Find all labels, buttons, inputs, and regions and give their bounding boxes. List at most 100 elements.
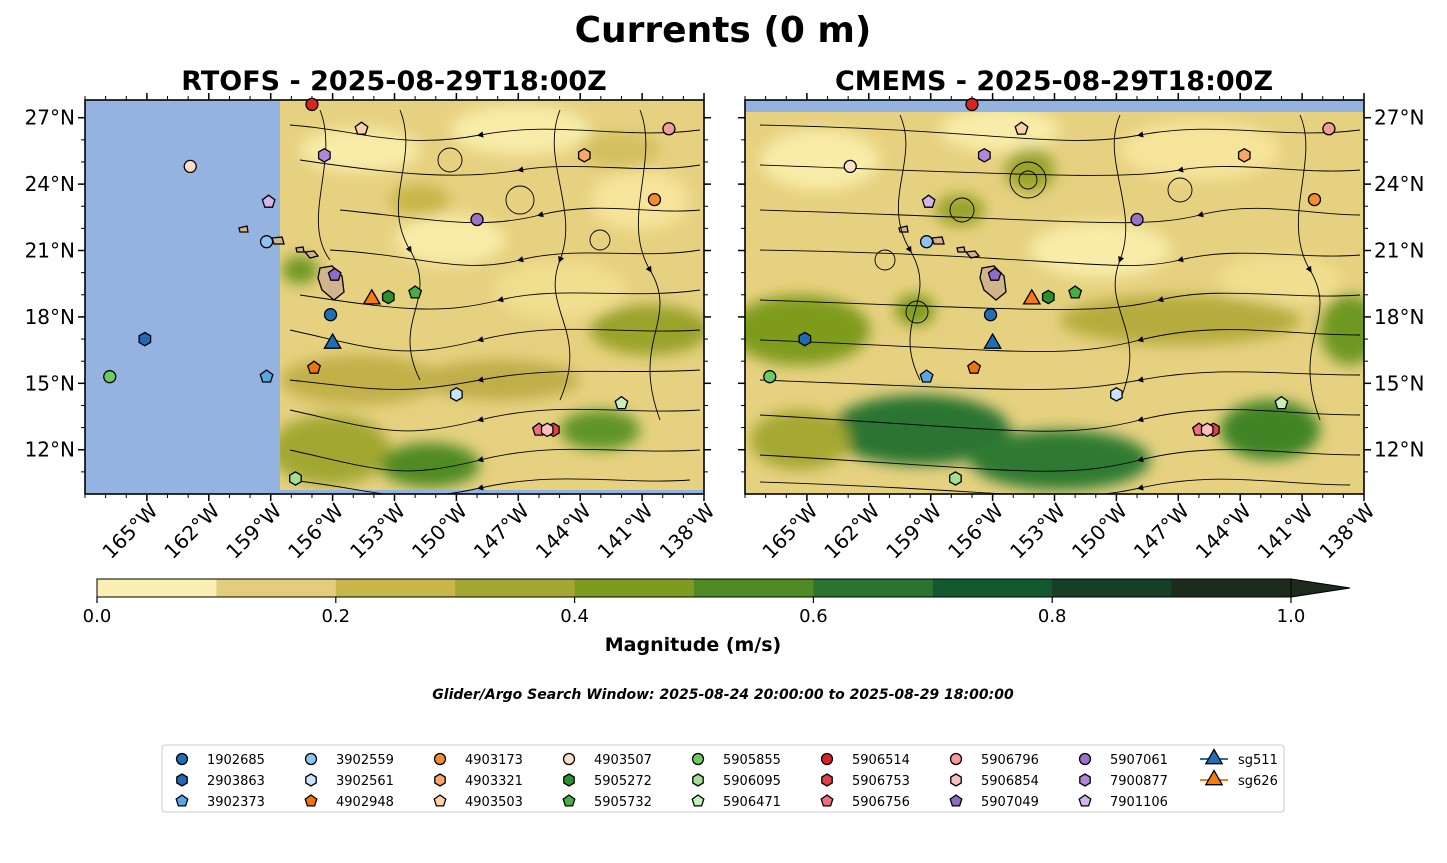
cmems-streamlines xyxy=(759,114,1361,494)
platform-marker-2903863 xyxy=(138,331,152,347)
colorbar-segment xyxy=(216,579,337,597)
legend-label-4903173: 4903173 xyxy=(465,753,523,768)
legend-marker-5905272 xyxy=(563,773,575,787)
platform-marker-4903321 xyxy=(1237,147,1251,163)
legend-marker-4902948 xyxy=(304,794,318,807)
platform-marker-5905272 xyxy=(381,289,395,305)
colorbar-frame xyxy=(96,578,1292,598)
colorbar-segment xyxy=(813,579,934,597)
x-tick-label: 147°W xyxy=(1129,498,1194,563)
legend-label-5906471: 5906471 xyxy=(723,795,781,810)
platform-marker-1902685 xyxy=(983,308,998,322)
colorbar-segment xyxy=(97,579,217,597)
platform-marker-4903321 xyxy=(577,147,591,163)
legend-marker-7901106 xyxy=(1078,794,1092,807)
platform-marker-5906471 xyxy=(1274,395,1289,410)
platform-marker-4903503 xyxy=(354,121,369,135)
legend-marker-3902559 xyxy=(304,752,318,766)
legend-label-5905272: 5905272 xyxy=(594,774,652,789)
legend-marker-1902685 xyxy=(175,752,189,766)
legend-label-1902685: 1902685 xyxy=(207,753,265,768)
platform-marker-5906514 xyxy=(305,97,319,112)
y-tick-label: 15°N xyxy=(1374,371,1424,395)
legend-label-5906095: 5906095 xyxy=(723,774,781,789)
colorbar-segment xyxy=(1052,579,1173,597)
colorbar-segment xyxy=(932,579,1053,597)
colorbar-segment xyxy=(694,579,814,597)
platform-marker-3902561 xyxy=(450,387,463,402)
platform-marker-5905272 xyxy=(1041,289,1055,305)
y-tick-label: 15°N xyxy=(25,371,75,395)
platform-marker-7901106 xyxy=(261,194,276,208)
y-tick-label: 27°N xyxy=(1374,106,1424,130)
platform-marker-3902559 xyxy=(919,235,934,249)
legend-marker-5906514 xyxy=(820,752,834,766)
x-tick-label: 162°W xyxy=(159,498,224,563)
platform-marker-5907061 xyxy=(1130,212,1144,227)
legend-label-5906514: 5906514 xyxy=(852,753,910,768)
colorbar-segment xyxy=(1171,579,1292,597)
platform-marker-sg626 xyxy=(362,288,382,305)
colorbar-tick-label: 1.0 xyxy=(1277,606,1306,627)
platform-marker-5906095 xyxy=(289,471,302,486)
search-window-text: Glider/Argo Search Window: 2025-08-24 20… xyxy=(432,687,1014,703)
panel-title-cmems: CMEMS - 2025-08-29T18:00Z xyxy=(835,66,1273,97)
x-tick-label: 144°W xyxy=(531,498,596,563)
colorbar-extend-arrow xyxy=(1290,578,1351,598)
legend-marker-4903321 xyxy=(434,773,446,787)
platform-marker-4902948 xyxy=(307,360,322,374)
legend-label-3902373: 3902373 xyxy=(207,795,265,810)
legend-label-7900877: 7900877 xyxy=(1110,774,1168,789)
platform-marker-3902561 xyxy=(1110,387,1123,402)
platform-marker-5907049 xyxy=(327,267,342,281)
colorbar-segment xyxy=(574,579,695,597)
legend-label-4902948: 4902948 xyxy=(336,795,394,810)
legend-marker-5906854 xyxy=(950,773,962,787)
x-tick-label: 138°W xyxy=(1315,498,1380,563)
figure-title: Currents (0 m) xyxy=(575,10,872,51)
legend-label-5906753: 5906753 xyxy=(852,774,910,789)
platform-marker-3902373 xyxy=(919,369,934,383)
legend-label-5905855: 5905855 xyxy=(723,753,781,768)
x-tick-label: 165°W xyxy=(97,498,162,563)
legend-marker-5905732 xyxy=(562,794,576,807)
x-tick-label: 150°W xyxy=(1067,498,1132,563)
platform-marker-5906514 xyxy=(965,97,979,112)
x-tick-label: 159°W xyxy=(221,498,286,563)
y-tick-label: 12°N xyxy=(1374,438,1424,462)
rtofs-map-panel xyxy=(84,99,705,495)
platform-markers xyxy=(103,97,1336,486)
legend-label-sg626: sg626 xyxy=(1238,774,1278,789)
colorbar-tick-label: 0.6 xyxy=(799,606,828,627)
legend-label-3902559: 3902559 xyxy=(336,753,394,768)
platform-marker-4903507 xyxy=(843,159,857,174)
colorbar-tick-label: 0.4 xyxy=(560,606,589,627)
platform-marker-sg511 xyxy=(323,332,342,349)
x-tick-label: 156°W xyxy=(943,498,1008,563)
colorbar-segment xyxy=(335,579,456,597)
legend-marker-sg626 xyxy=(1204,769,1224,786)
x-tick-label: 165°W xyxy=(757,498,822,563)
legend: 1902685 2903863 3902373 3902559 3902561 49029… xyxy=(161,744,1285,813)
legend-marker-2903863 xyxy=(176,773,188,787)
platform-marker-2903863 xyxy=(798,331,812,347)
legend-marker-5906756 xyxy=(820,794,834,807)
x-tick-label: 144°W xyxy=(1191,498,1256,563)
colorbar: 0.0 0.2 0.4 0.6 0.8 1.0 xyxy=(83,578,1351,627)
y-tick-label: 24°N xyxy=(25,172,75,196)
x-tick-label: 138°W xyxy=(655,498,720,563)
cmems-map-panel xyxy=(744,99,1365,495)
legend-marker-5907061 xyxy=(1078,752,1092,766)
x-tick-label: 153°W xyxy=(345,498,410,563)
x-tick-label: 156°W xyxy=(283,498,348,563)
legend-marker-3902373 xyxy=(175,794,189,807)
legend-label-5907061: 5907061 xyxy=(1110,753,1168,768)
legend-label-5906796: 5906796 xyxy=(981,753,1039,768)
platform-marker-5905732 xyxy=(1068,285,1083,299)
legend-marker-5906095 xyxy=(692,773,704,787)
x-tick-label: 153°W xyxy=(1005,498,1070,563)
platform-marker-4903173 xyxy=(647,192,662,207)
legend-marker-7900877 xyxy=(1079,773,1091,787)
legend-label-2903863: 2903863 xyxy=(207,774,265,789)
x-tick-label: 162°W xyxy=(819,498,884,563)
